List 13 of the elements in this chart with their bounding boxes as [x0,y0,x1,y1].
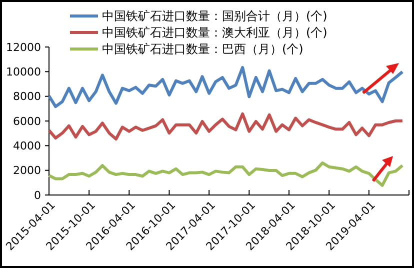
y-tick-label: 2000 [13,164,41,178]
legend-label: 中国铁矿石进口数量：巴西（月）(个) [102,42,304,56]
legend-label: 中国铁矿石进口数量：澳大利亚（月）(个) [102,26,328,40]
y-tick-label: 12000 [6,40,41,54]
y-tick-label: 6000 [13,114,41,128]
y-tick-label: 0 [34,188,41,202]
y-tick-label: 4000 [13,140,41,153]
y-tick-label: 8000 [13,90,41,104]
y-tick-label: 10000 [6,66,41,79]
line-series [48,66,404,108]
legend-label: 中国铁矿石进口数量：国别合计（月）(个) [102,9,328,24]
line-series [48,161,404,187]
line-series [48,112,404,141]
